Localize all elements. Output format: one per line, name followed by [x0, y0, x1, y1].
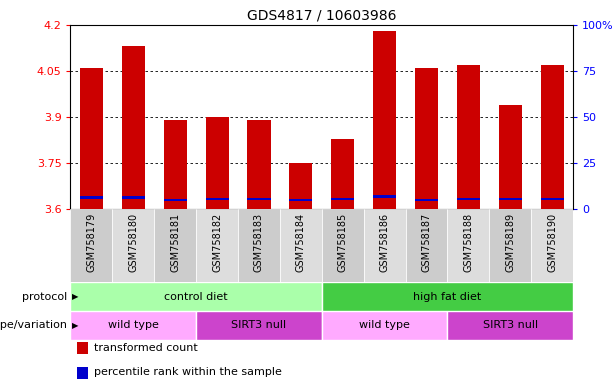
- Text: GSM758181: GSM758181: [170, 213, 180, 272]
- Bar: [447, 311, 573, 340]
- Title: GDS4817 / 10603986: GDS4817 / 10603986: [247, 8, 397, 22]
- Bar: [457, 65, 480, 209]
- Text: high fat diet: high fat diet: [413, 291, 482, 302]
- Bar: [205, 117, 229, 209]
- Bar: [289, 163, 313, 209]
- Bar: [489, 209, 531, 282]
- Bar: [331, 198, 354, 200]
- Bar: [70, 282, 322, 311]
- Bar: [541, 198, 564, 200]
- Text: genotype/variation: genotype/variation: [0, 320, 67, 331]
- Bar: [499, 105, 522, 209]
- Bar: [248, 120, 270, 209]
- Text: wild type: wild type: [108, 320, 159, 331]
- Bar: [164, 120, 187, 209]
- Bar: [322, 311, 447, 340]
- Text: GSM758183: GSM758183: [254, 213, 264, 272]
- Text: GSM758189: GSM758189: [505, 213, 516, 272]
- Bar: [112, 209, 154, 282]
- Bar: [415, 68, 438, 209]
- Text: GSM758180: GSM758180: [128, 213, 139, 272]
- Bar: [373, 195, 396, 198]
- Bar: [122, 196, 145, 199]
- Text: GSM758186: GSM758186: [379, 213, 390, 272]
- Bar: [70, 209, 112, 282]
- Bar: [373, 31, 396, 209]
- Bar: [196, 209, 238, 282]
- Bar: [406, 209, 447, 282]
- Bar: [164, 199, 187, 201]
- Bar: [457, 198, 480, 200]
- Bar: [80, 196, 103, 199]
- Bar: [196, 311, 322, 340]
- Bar: [531, 209, 573, 282]
- Text: GSM758190: GSM758190: [547, 213, 557, 272]
- Text: SIRT3 null: SIRT3 null: [232, 320, 286, 331]
- Bar: [205, 198, 229, 200]
- Text: GSM758188: GSM758188: [463, 213, 473, 272]
- Text: ▶: ▶: [72, 321, 78, 330]
- Bar: [541, 65, 564, 209]
- Bar: [280, 209, 322, 282]
- Text: wild type: wild type: [359, 320, 410, 331]
- Bar: [238, 209, 280, 282]
- Text: GSM758179: GSM758179: [86, 213, 96, 272]
- Bar: [248, 198, 270, 200]
- Bar: [322, 282, 573, 311]
- Bar: [289, 199, 313, 201]
- Bar: [499, 198, 522, 200]
- Text: protocol: protocol: [22, 291, 67, 302]
- Text: ▶: ▶: [72, 292, 78, 301]
- Bar: [322, 209, 364, 282]
- Bar: [122, 46, 145, 209]
- Bar: [80, 68, 103, 209]
- Text: GSM758187: GSM758187: [422, 213, 432, 272]
- Bar: [154, 209, 196, 282]
- Bar: [415, 199, 438, 201]
- Text: percentile rank within the sample: percentile rank within the sample: [94, 367, 281, 377]
- Bar: [364, 209, 406, 282]
- Text: GSM758184: GSM758184: [296, 213, 306, 272]
- Text: control diet: control diet: [164, 291, 228, 302]
- Text: GSM758185: GSM758185: [338, 213, 348, 272]
- Text: transformed count: transformed count: [94, 343, 197, 353]
- Text: SIRT3 null: SIRT3 null: [483, 320, 538, 331]
- Text: GSM758182: GSM758182: [212, 213, 222, 272]
- Bar: [447, 209, 489, 282]
- Bar: [70, 311, 196, 340]
- Bar: [331, 139, 354, 209]
